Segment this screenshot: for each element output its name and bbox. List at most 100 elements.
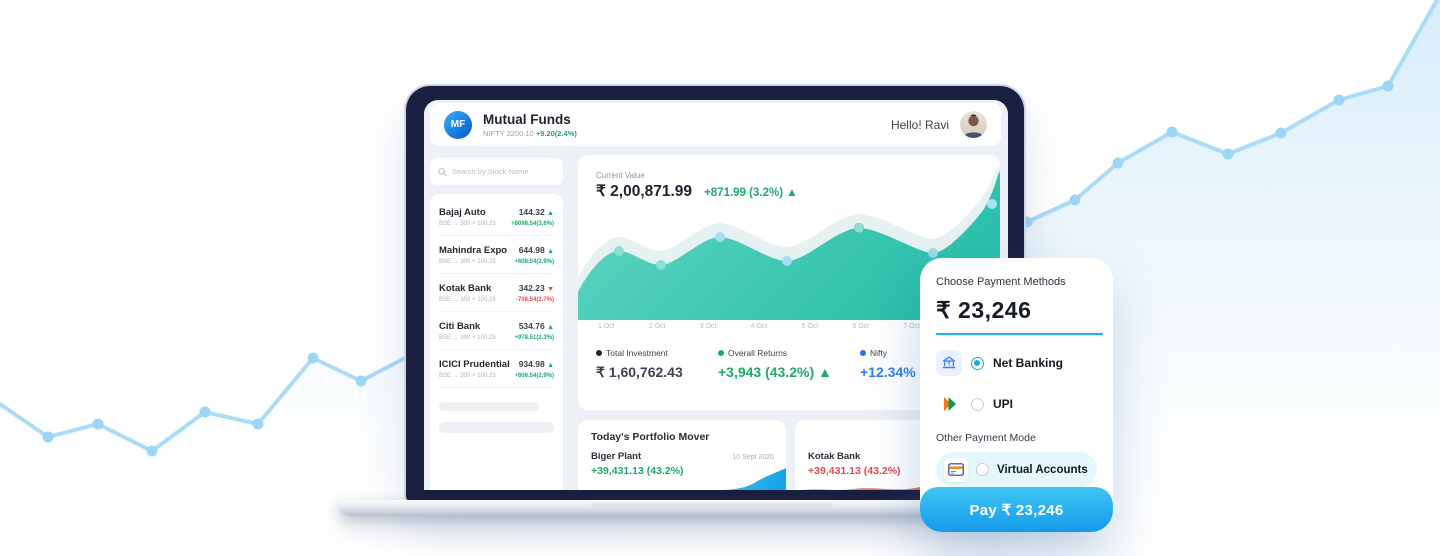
- upi-icon: [936, 391, 962, 417]
- payment-card: Choose Payment Methods ₹ 23,246 ₹ Net Ba…: [920, 258, 1113, 532]
- list-item[interactable]: Mahindra Expo 644.98 ▲ BSE → 300 × 100.2…: [430, 236, 563, 273]
- stat-label: Nifty: [870, 348, 887, 358]
- mover-card-biger-plant[interactable]: Today's Portfolio Mover Biger Plant 10 S…: [578, 420, 786, 490]
- radio-upi[interactable]: [971, 397, 984, 411]
- stat-value: +12.34%: [860, 364, 916, 380]
- nifty-ticker: NIFTY 2200.10 +9.20(2.4%): [483, 129, 577, 138]
- divider: [439, 235, 554, 236]
- stock-price: 934.98 ▲: [518, 359, 554, 369]
- stock-exchange-info: BSE → 300 × 100.23: [439, 335, 496, 341]
- legend-dot: [596, 350, 602, 356]
- method-label: UPI: [993, 397, 1014, 411]
- mover-mini-chart-blue: [723, 468, 786, 490]
- trend-up-icon: ▲: [547, 248, 554, 255]
- x-tick: 5 Oct: [801, 323, 819, 330]
- list-item[interactable]: Bajaj Auto 144.32 ▲ BSE → 300 × 100.23 +…: [430, 198, 563, 235]
- stock-name: Mahindra Expo: [439, 245, 508, 256]
- method-upi[interactable]: UPI: [936, 391, 1097, 417]
- stock-price: 644.98 ▲: [518, 245, 554, 255]
- trend-down-icon: ▼: [547, 286, 554, 293]
- method-label: Virtual Accounts: [997, 463, 1088, 476]
- user-greeting: Hello! Ravi: [890, 117, 949, 132]
- svg-text:₹: ₹: [947, 360, 952, 368]
- portfolio-stats: Total Investment ₹ 1,60,762.43 Overall R…: [596, 348, 990, 381]
- stock-exchange-info: BSE → 300 × 100.23: [439, 373, 496, 379]
- x-tick: 2 Oct: [648, 323, 666, 330]
- amount-underline: [936, 333, 1103, 335]
- app-logo: MF: [444, 110, 472, 139]
- trend-up-icon: ▲: [547, 210, 554, 217]
- radio-net-banking[interactable]: [971, 356, 984, 370]
- stock-change: +978.51(2.3%): [514, 335, 554, 341]
- stock-price: 534.76 ▲: [518, 321, 554, 331]
- method-virtual-accounts[interactable]: Virtual Accounts: [936, 452, 1097, 487]
- stat-value: +3,943 (43.2%) ▲: [718, 364, 832, 380]
- divider: [439, 349, 554, 350]
- pay-button-label: Pay ₹ 23,246: [969, 501, 1064, 519]
- stock-exchange-info: BSE → 300 × 100.23: [439, 259, 496, 265]
- avatar-photo: [963, 114, 984, 138]
- legend-dot: [718, 350, 724, 356]
- payment-amount: ₹ 23,246: [936, 297, 1032, 323]
- mover-name: Biger Plant: [591, 451, 642, 462]
- stat-label: Total Investment: [606, 348, 668, 358]
- x-tick: 7 Oct: [903, 323, 920, 330]
- method-net-banking[interactable]: ₹ Net Banking: [936, 350, 1097, 376]
- portfolio-area-chart: [578, 167, 1000, 320]
- method-label: Net Banking: [993, 356, 1064, 370]
- skeleton-placeholder: [439, 422, 554, 433]
- mover-date: 10 Sept 2020: [732, 454, 774, 461]
- chart-x-axis: 1 Oct 2 Oct 3 Oct 4 Oct 5 Oct 6 Oct 7 Oc…: [598, 323, 920, 330]
- page-title: Mutual Funds: [483, 111, 571, 127]
- stock-change: +8098.54(3.6%): [511, 221, 554, 227]
- stock-watchlist: Bajaj Auto 144.32 ▲ BSE → 300 × 100.23 +…: [430, 194, 563, 490]
- search-icon: [438, 167, 447, 176]
- x-tick: 3 Oct: [699, 323, 717, 330]
- app-header: MF Mutual Funds NIFTY 2200.10 +9.20(2.4%…: [430, 103, 1001, 146]
- nifty-value: NIFTY 2200.10: [483, 128, 534, 138]
- trend-up-icon: ▲: [547, 362, 554, 369]
- stock-price: 342.23 ▼: [518, 283, 554, 293]
- legend-dot: [860, 350, 866, 356]
- x-tick: 1 Oct: [598, 323, 615, 330]
- other-payment-label: Other Payment Mode: [936, 432, 1036, 444]
- divider: [439, 273, 554, 274]
- movers-title: Today's Portfolio Mover: [591, 431, 710, 443]
- divider: [439, 311, 554, 312]
- search-input[interactable]: [451, 167, 555, 176]
- x-tick: 4 Oct: [750, 323, 768, 330]
- current-value: ₹ 2,00,871.99: [596, 183, 693, 200]
- nifty-change: +9.20(2.4%): [535, 128, 577, 138]
- chart-data-points: [614, 199, 997, 270]
- stock-change: +608.54(2.9%): [514, 373, 554, 379]
- stock-change: -708.54(2.7%): [515, 297, 554, 303]
- current-value-change: +871.99 (3.2%) ▲: [704, 187, 798, 199]
- x-tick: 6 Oct: [852, 323, 870, 330]
- pay-button[interactable]: Pay ₹ 23,246: [920, 487, 1113, 532]
- stock-change: +608.54(2.9%): [514, 259, 554, 265]
- virtual-card-icon: [944, 457, 968, 482]
- laptop-base: [338, 500, 1086, 516]
- list-item[interactable]: ICICI Prudential 934.98 ▲ BSE → 300 × 10…: [430, 350, 563, 387]
- stock-name: Bajaj Auto: [439, 207, 486, 218]
- stock-price: 144.32 ▲: [518, 207, 554, 217]
- mover-value: +39,431.13 (43.2%): [591, 465, 684, 477]
- divider: [439, 387, 554, 388]
- stock-search[interactable]: [430, 158, 563, 185]
- list-item[interactable]: Kotak Bank 342.23 ▼ BSE → 300 × 100.23 -…: [430, 274, 563, 311]
- list-item[interactable]: Citi Bank 534.76 ▲ BSE → 300 × 100.23 +9…: [430, 312, 563, 349]
- stat-label: Overall Returns: [728, 348, 788, 358]
- stock-exchange-info: BSE → 300 × 100.23: [439, 221, 496, 227]
- radio-virtual-accounts[interactable]: [976, 463, 989, 476]
- bank-icon: ₹: [936, 350, 962, 376]
- stat-value: ₹ 1,60,762.43: [596, 364, 683, 380]
- trend-up-icon: ▲: [547, 324, 554, 331]
- current-value-label: Current Value: [596, 171, 645, 180]
- mover-value: +39,431.13 (43.2%): [808, 465, 901, 477]
- payment-title: Choose Payment Methods: [936, 276, 1066, 288]
- skeleton-placeholder: [439, 402, 539, 411]
- stock-name: Citi Bank: [439, 321, 481, 332]
- avatar[interactable]: [960, 111, 987, 138]
- stock-name: Kotak Bank: [439, 283, 492, 294]
